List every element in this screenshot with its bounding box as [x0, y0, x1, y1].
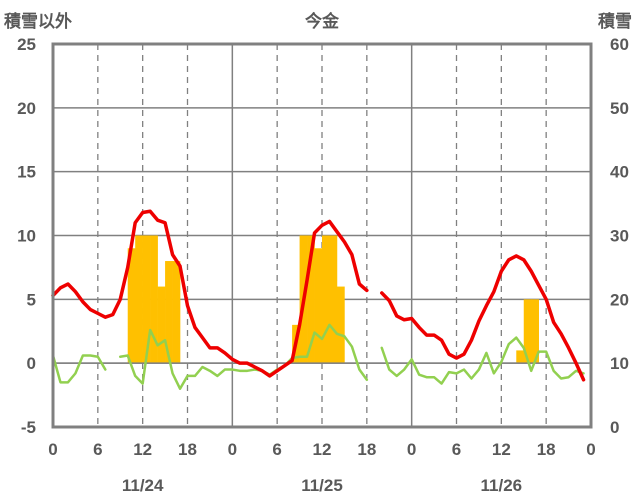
left-tick-label: 25 — [17, 35, 36, 54]
chart-title: 今金 — [305, 11, 340, 32]
right-tick-label: 0 — [610, 418, 619, 437]
snow-bar — [516, 350, 525, 364]
right-tick-label: 30 — [610, 227, 629, 246]
x-tick-label: 6 — [272, 440, 281, 459]
x-tick-label: 12 — [133, 440, 152, 459]
x-tick-label: 18 — [537, 440, 556, 459]
x-tick-label: 0 — [228, 440, 237, 459]
x-tick-label: 0 — [586, 440, 595, 459]
right-tick-label: 40 — [610, 163, 629, 182]
snow-bar — [531, 299, 539, 364]
snow-bar — [157, 286, 166, 364]
left-tick-label: 5 — [27, 290, 36, 309]
x-tick-label: 18 — [357, 440, 376, 459]
left-tick-label: 10 — [17, 227, 36, 246]
x-tick-label: 0 — [407, 440, 416, 459]
right-tick-label: 50 — [610, 99, 629, 118]
left-tick-label: -5 — [21, 418, 36, 437]
snow-bar — [135, 235, 143, 364]
date-label: 11/24 — [122, 476, 164, 495]
left-tick-label: 0 — [27, 354, 36, 373]
right-tick-label: 10 — [610, 354, 629, 373]
right-axis-label: 積雪 — [598, 11, 632, 32]
date-label: 11/26 — [481, 476, 523, 495]
plot-area: -5 0 5 10 15 20 25 0 10 20 30 40 50 60 0 6 12 18 0 6 12 18 0 6 1… — [17, 35, 629, 495]
snow-bar — [329, 235, 338, 364]
snow-bar — [127, 248, 136, 364]
snow-bar — [172, 261, 181, 364]
right-tick-label: 60 — [610, 35, 629, 54]
snow-bar — [322, 235, 330, 364]
series-line — [51, 323, 585, 390]
right-tick-label: 20 — [610, 290, 629, 309]
x-tick-label: 12 — [492, 440, 511, 459]
plot-border — [51, 42, 593, 429]
snow-bar — [307, 235, 315, 364]
date-label: 11/25 — [301, 476, 343, 495]
series-line — [51, 209, 586, 382]
x-tick-label: 6 — [452, 440, 461, 459]
x-tick-label: 6 — [93, 440, 102, 459]
snow-bar — [150, 235, 158, 364]
left-tick-label: 15 — [17, 163, 36, 182]
x-tick-label: 18 — [178, 440, 197, 459]
snow-bar — [336, 286, 345, 364]
x-tick-label: 12 — [313, 440, 332, 459]
left-tick-label: 20 — [17, 99, 36, 118]
snow-bar — [165, 261, 173, 364]
snow-bar — [314, 248, 323, 364]
snow-bar — [523, 299, 532, 364]
snow-bar — [142, 235, 151, 364]
x-tick-label: 0 — [48, 440, 57, 459]
left-axis-label: 積雪以外 — [4, 11, 72, 32]
